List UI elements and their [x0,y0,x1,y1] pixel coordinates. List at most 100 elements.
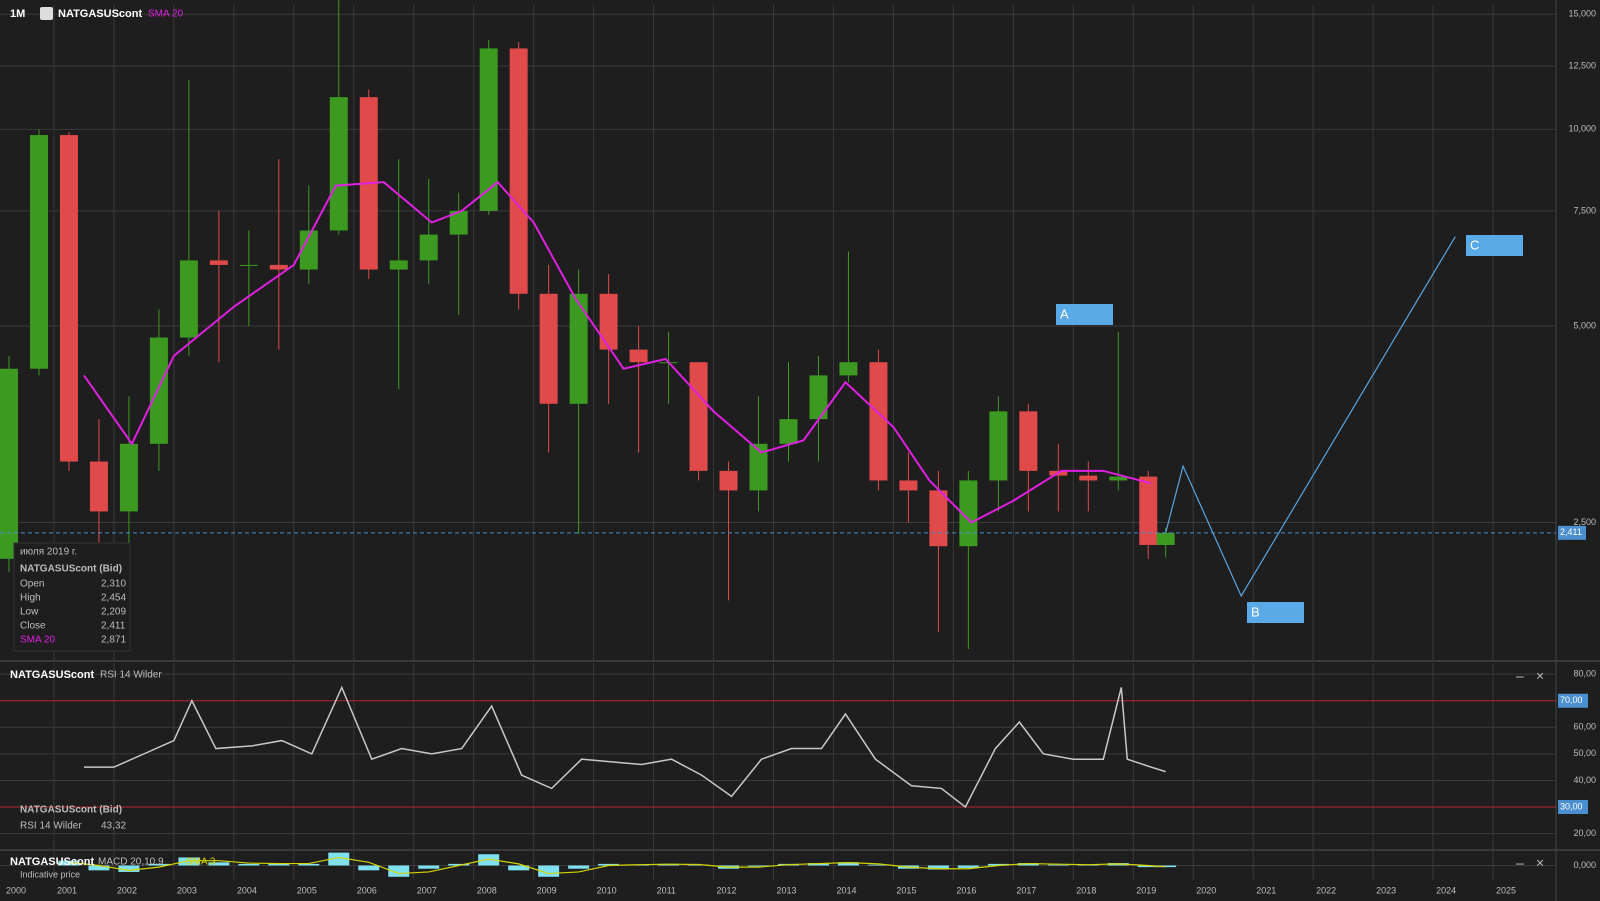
macd-bar [538,865,560,877]
candle-body [389,260,408,270]
candle-body [119,443,138,512]
info-value: 2,209 [101,607,126,618]
x-tick-label: 2006 [357,885,377,895]
macd-bar [1017,863,1039,866]
candle-body [89,461,108,512]
info-label: SMA 20 [20,635,55,646]
y-tick-label: 12,500 [1568,60,1596,70]
macd-bar [58,860,80,866]
rsi-line [83,685,1166,809]
annotation-label: B [1251,604,1260,619]
candle-body [569,293,588,404]
close-button[interactable]: × [1536,855,1544,871]
macd-bar [418,865,440,869]
macd-bar [867,864,889,866]
last-price-box [1558,525,1586,540]
candle-body [1109,476,1128,481]
x-tick-label: 2000 [6,885,26,895]
candle-body [149,337,168,444]
x-tick-label: 2009 [537,885,557,895]
info-title: NATGASUScont (Bid) [20,564,122,575]
candle-body [479,48,498,211]
minimize-button[interactable]: – [1516,855,1524,871]
macd-bar [238,863,260,866]
info-label: High [20,593,41,604]
macd-bar [927,865,949,870]
annotation-label: C [1470,237,1479,252]
grid [0,5,1556,880]
level-label: 70,00 [1560,695,1583,705]
candle-body [449,210,468,235]
timeframe[interactable]: 1M [10,8,25,20]
x-tick-label: 2014 [836,885,856,895]
macd-bar [837,862,859,866]
macd-bar [478,854,500,866]
signal-line [68,856,1166,875]
macd-bar [598,863,620,866]
info-value: 2,411 [101,621,126,632]
macd-bar [328,852,350,866]
candle-body [899,480,918,491]
candle-body [1156,532,1175,545]
x-tick-label: 2002 [117,885,137,895]
candle-body [809,375,828,420]
y-tick-label: 50,00 [1573,748,1596,758]
x-tick-label: 2011 [657,885,676,895]
macd-bar [508,865,530,871]
x-tick-label: 2012 [717,885,737,895]
close-button[interactable]: × [1536,668,1544,684]
indicator-name: RSI 14 Wilder [100,670,162,681]
info-value: 2,871 [101,635,126,646]
candle-body [239,264,258,266]
macd-bar [178,857,200,866]
x-tick-label: 2023 [1376,885,1396,895]
candle-body [959,480,978,547]
symbol[interactable]: NATGASUScont [58,8,142,20]
candle-body [329,97,348,231]
level-box [1558,693,1588,708]
x-tick-label: 2019 [1136,885,1156,895]
minimize-button[interactable]: – [1516,668,1524,684]
candle-body [299,230,318,270]
macd-bar [118,865,140,872]
x-tick-label: 2008 [477,885,497,895]
info-box [13,542,131,652]
x-tick-label: 2021 [1256,885,1276,895]
info-label: Low [20,607,39,618]
candle-body [689,362,708,471]
candle-body [29,135,48,369]
x-tick-label: 2001 [57,885,77,895]
candle-body [419,234,438,261]
annotation-box [1056,304,1113,325]
x-tick-label: 2022 [1316,885,1336,895]
info-label: RSI 14 Wilder [20,821,82,832]
info-date: июля 2019 г. [20,547,77,558]
sma-line [83,180,1152,524]
cfd-icon [40,7,53,20]
macd-bar [88,865,110,871]
candle-body [1019,411,1038,471]
macd-bar [957,865,979,868]
y-tick-label: 0,000 [1573,860,1596,870]
annotation-box [1466,235,1523,256]
macd-bar [358,865,380,871]
candle-body [539,293,558,404]
candle-body [59,135,78,462]
symbol: NATGASUScont [10,856,94,868]
info-value: 2,310 [101,579,126,590]
level-label: 30,00 [1560,801,1583,811]
x-tick-label: 2013 [777,885,797,895]
y-tick-label: 7,500 [1573,205,1596,215]
candle-body [1139,476,1158,545]
candle-body [509,48,528,294]
indicator-name[interactable]: SMA 20 [148,9,183,20]
macd-bar [568,865,590,869]
candle-body [749,443,768,491]
y-tick-label: 15,000 [1568,9,1596,19]
macd-bar [807,863,829,866]
level-box [1558,800,1588,815]
x-tick-label: 2020 [1196,885,1216,895]
candle-body [599,293,618,350]
